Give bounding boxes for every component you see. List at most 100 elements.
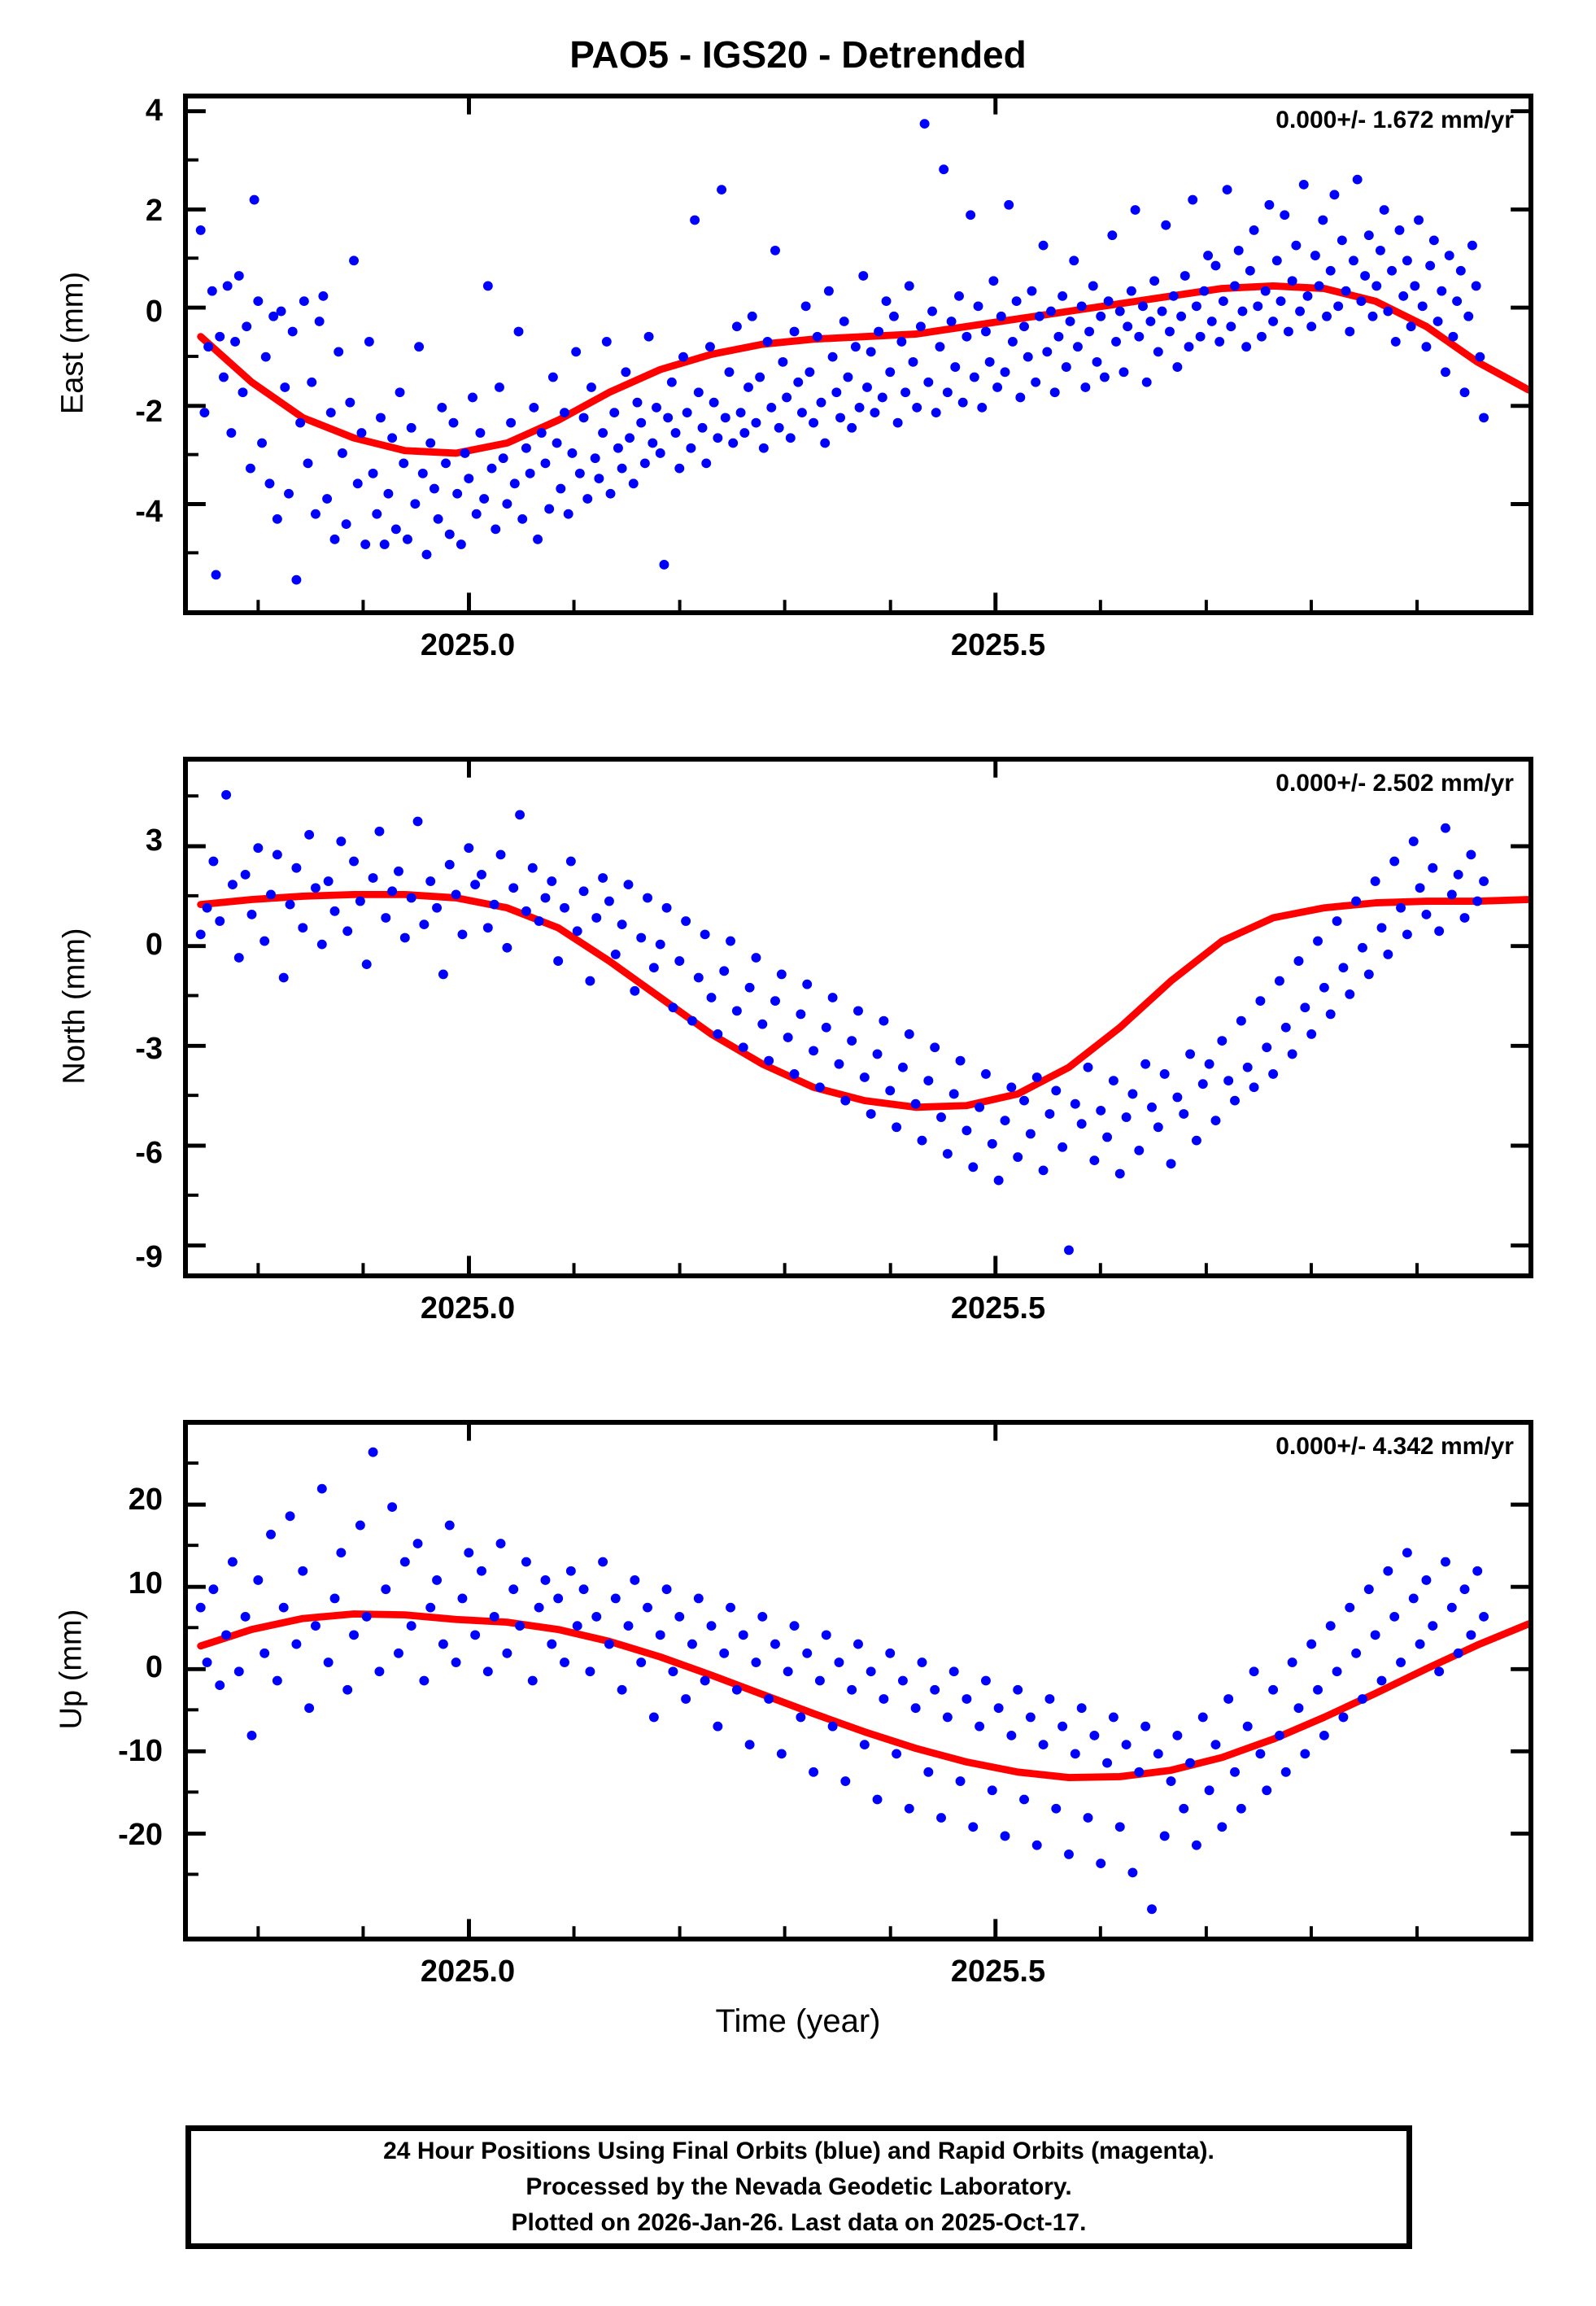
east-data-point <box>437 403 447 413</box>
east-data-point <box>233 271 244 281</box>
up-data-point <box>783 1666 793 1677</box>
up-data-point <box>323 1657 334 1667</box>
up-data-point <box>1434 1666 1445 1677</box>
north-data-point <box>233 953 244 963</box>
east-data-point <box>770 245 780 255</box>
east-data-point <box>287 326 298 337</box>
up-data-point <box>834 1657 844 1667</box>
east-data-point <box>1138 301 1148 312</box>
up-data-point <box>368 1447 378 1457</box>
up-data-point <box>643 1602 652 1613</box>
up-data-point <box>1472 1566 1483 1576</box>
north-data-point <box>1255 996 1266 1006</box>
north-data-point <box>361 959 372 970</box>
north-data-point <box>610 950 621 959</box>
east-data-point <box>847 422 857 433</box>
up-data-point <box>975 1721 985 1732</box>
east-data-point <box>280 382 290 392</box>
east-data-point <box>1318 215 1328 225</box>
north-data-point <box>1306 1029 1317 1039</box>
east-data-point <box>1072 342 1083 352</box>
up-data-point <box>1293 1703 1304 1714</box>
east-data-point <box>341 519 351 530</box>
up-data-point <box>987 1785 997 1796</box>
east-xtick-2025-5: 2025.5 <box>950 628 1046 662</box>
north-data-point <box>464 843 474 854</box>
east-data-point <box>345 397 355 408</box>
east-data-point <box>1467 240 1477 251</box>
east-data-point <box>663 413 674 423</box>
east-ytick-neg2: -2 <box>135 395 163 429</box>
east-data-point <box>1210 260 1221 271</box>
up-data-point <box>968 1822 979 1832</box>
east-data-point <box>552 438 562 448</box>
up-data-point <box>610 1593 621 1604</box>
north-data-point <box>266 889 276 900</box>
east-data-point <box>372 509 382 519</box>
up-xtick-2025-0: 2025.0 <box>420 1954 516 1989</box>
east-data-point <box>1417 301 1428 312</box>
east-data-point <box>1065 317 1075 326</box>
north-fit-curve <box>197 890 1528 1112</box>
east-data-point <box>1233 245 1244 255</box>
east-data-point <box>643 331 654 342</box>
east-data-point <box>648 438 658 448</box>
east-data-point <box>249 194 259 205</box>
north-data-point <box>1127 1089 1138 1099</box>
east-data-point <box>1349 255 1358 266</box>
east-data-point <box>1287 276 1297 286</box>
up-data-point <box>208 1584 219 1595</box>
east-rate-annotation: 0.000+/- 1.672 mm/yr <box>1275 107 1514 133</box>
north-data-point <box>1446 889 1457 900</box>
north-data-point <box>1332 916 1342 926</box>
north-data-point <box>1262 1042 1272 1053</box>
east-ytick-0: 0 <box>145 295 163 329</box>
east-data-point <box>1360 271 1371 281</box>
east-data-point <box>1165 326 1175 337</box>
east-data-point <box>1226 321 1236 332</box>
up-ytick-10: 10 <box>128 1566 163 1601</box>
north-data-point <box>406 893 416 903</box>
east-data-point <box>1302 290 1313 301</box>
up-data-point <box>1249 1666 1259 1677</box>
north-data-point <box>904 1029 914 1039</box>
east-data-point <box>1325 265 1336 276</box>
east-data-point <box>912 403 922 413</box>
east-data-point <box>486 463 497 474</box>
east-data-point <box>728 438 739 448</box>
footer-line-1: 24 Hour Positions Using Final Orbits (bl… <box>383 2138 1214 2164</box>
north-ytick-neg6: -6 <box>135 1136 163 1170</box>
up-ticks <box>188 1425 1528 1937</box>
up-data-point <box>948 1666 959 1677</box>
east-data-point <box>1402 255 1412 266</box>
north-data-point <box>942 1149 953 1159</box>
up-data-point <box>394 1648 403 1658</box>
up-data-point <box>617 1684 627 1695</box>
up-data-point <box>661 1584 672 1595</box>
east-data-point <box>1479 413 1489 423</box>
east-data-point <box>724 367 735 378</box>
north-data-point <box>757 1019 768 1029</box>
up-data-point <box>847 1684 857 1695</box>
up-data-point <box>648 1712 659 1723</box>
north-data-point <box>349 856 359 867</box>
east-data-point <box>1264 199 1275 210</box>
north-data-point <box>1441 823 1450 833</box>
east-data-point <box>547 372 558 382</box>
east-data-point <box>540 458 551 469</box>
east-data-point <box>942 387 953 398</box>
north-data-point <box>208 856 219 867</box>
east-data-point <box>609 408 620 418</box>
north-data-point <box>987 1138 997 1149</box>
east-data-point <box>1298 179 1309 190</box>
east-data-point <box>1341 286 1351 296</box>
east-data-point <box>720 413 730 423</box>
up-data-point <box>1038 1740 1049 1750</box>
up-data-point <box>1127 1867 1138 1878</box>
north-data-point <box>936 1112 946 1122</box>
up-data-point <box>1402 1548 1412 1558</box>
east-data-point <box>1176 311 1187 321</box>
north-data-point <box>1121 1112 1132 1122</box>
east-data-point <box>697 422 708 433</box>
east-data-point <box>1291 240 1302 251</box>
